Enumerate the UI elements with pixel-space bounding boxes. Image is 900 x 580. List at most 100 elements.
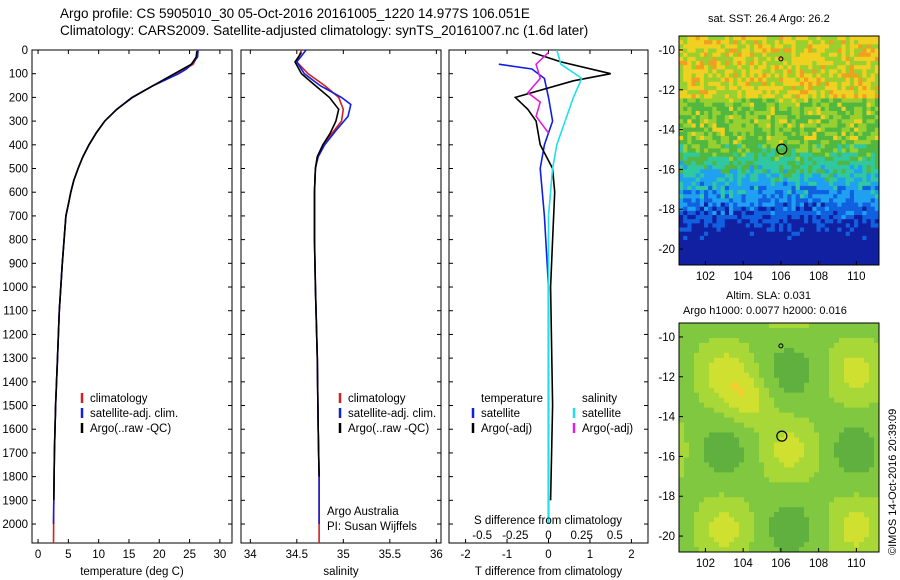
map-cell <box>694 512 700 518</box>
map-cell <box>819 372 825 379</box>
map-cell <box>724 69 730 75</box>
map-cell <box>744 407 750 414</box>
map-cell <box>845 123 851 129</box>
map-cell <box>837 152 843 158</box>
map-cell <box>874 452 879 459</box>
map-cell <box>804 119 809 125</box>
map-cell <box>804 392 810 399</box>
map-cell <box>754 181 759 187</box>
map-cell <box>766 185 772 191</box>
map-cell <box>699 260 705 265</box>
map-cell <box>814 407 820 414</box>
map-cell <box>849 422 855 429</box>
map-cell <box>774 522 780 528</box>
map-cell <box>774 482 780 488</box>
map-cell <box>799 227 805 233</box>
map-cell <box>808 231 813 237</box>
map-cell <box>816 85 822 91</box>
map-cell <box>816 231 822 237</box>
map-cell <box>849 65 855 70</box>
map-cell <box>787 173 793 179</box>
map-cell <box>844 327 850 334</box>
map-cell <box>804 432 810 439</box>
map-cell <box>862 240 868 245</box>
map-cell <box>766 115 772 120</box>
map-cell <box>724 210 730 216</box>
map-cell <box>816 210 822 216</box>
map-cell <box>729 206 734 212</box>
map-cell <box>849 347 855 354</box>
map-cell <box>804 507 810 513</box>
map-cell <box>870 248 876 254</box>
map-cell <box>679 52 684 58</box>
map-cell <box>714 377 720 384</box>
legend-label: satellite-adj. clim. <box>90 408 178 420</box>
map-cell <box>769 497 775 503</box>
map-cell <box>720 81 726 87</box>
map-cell <box>720 231 726 237</box>
map-cell <box>794 497 800 503</box>
map-cell <box>870 131 876 137</box>
map-cell <box>774 198 780 204</box>
map-cell <box>679 56 684 62</box>
map-cell <box>770 77 776 83</box>
map-cell <box>870 240 876 245</box>
map-cell <box>749 48 755 54</box>
map-cell <box>829 427 835 434</box>
map-cell <box>841 156 847 162</box>
map-cell <box>720 165 726 170</box>
map-cell <box>859 407 865 414</box>
map-cell <box>764 417 770 424</box>
map-cell <box>841 206 847 212</box>
map-cell <box>819 402 825 409</box>
map-cell <box>739 372 745 379</box>
map-cell <box>695 198 701 204</box>
map-cell <box>737 94 743 100</box>
map-cell <box>714 497 720 503</box>
map-cell <box>791 73 797 79</box>
map-cell <box>729 148 734 154</box>
map-cell <box>869 327 875 334</box>
map-cell <box>699 223 705 229</box>
map-cell <box>808 144 813 150</box>
map-x-tick-label: 102 <box>696 271 715 283</box>
map-cell <box>784 442 790 449</box>
map-cell <box>744 432 750 439</box>
map-cell <box>804 156 809 162</box>
map-cell <box>824 447 830 454</box>
map-cell <box>791 177 797 183</box>
map-cell <box>804 106 809 112</box>
x-tick-label: 30 <box>213 549 226 561</box>
map-cell <box>724 357 730 364</box>
map-cell <box>862 215 868 220</box>
map-cell <box>729 387 735 394</box>
map-cell <box>812 240 818 245</box>
map-cell <box>719 337 725 344</box>
map-cell <box>683 140 688 145</box>
map-cell <box>734 547 740 552</box>
map-cell <box>737 48 743 54</box>
map-cell <box>769 522 775 528</box>
map-cell <box>804 131 809 137</box>
map-cell <box>694 527 700 533</box>
map-cell <box>754 512 760 518</box>
map-cell <box>799 190 805 195</box>
map-cell <box>845 173 851 179</box>
map-cell <box>739 323 745 329</box>
map-cell <box>694 522 700 528</box>
map-cell <box>849 417 855 424</box>
map-cell <box>833 210 838 216</box>
map-cell <box>869 337 875 344</box>
map-cell <box>684 357 690 364</box>
map-cell <box>749 160 755 166</box>
map-cell <box>774 512 780 518</box>
map-cell <box>687 52 693 58</box>
map-cell <box>679 235 684 241</box>
map-cell <box>704 402 710 409</box>
map-cell <box>699 447 705 454</box>
map-cell <box>741 148 747 154</box>
map-cell <box>820 81 826 87</box>
map-cell <box>844 447 850 454</box>
map-cell <box>837 98 843 104</box>
map-cell <box>791 260 797 265</box>
